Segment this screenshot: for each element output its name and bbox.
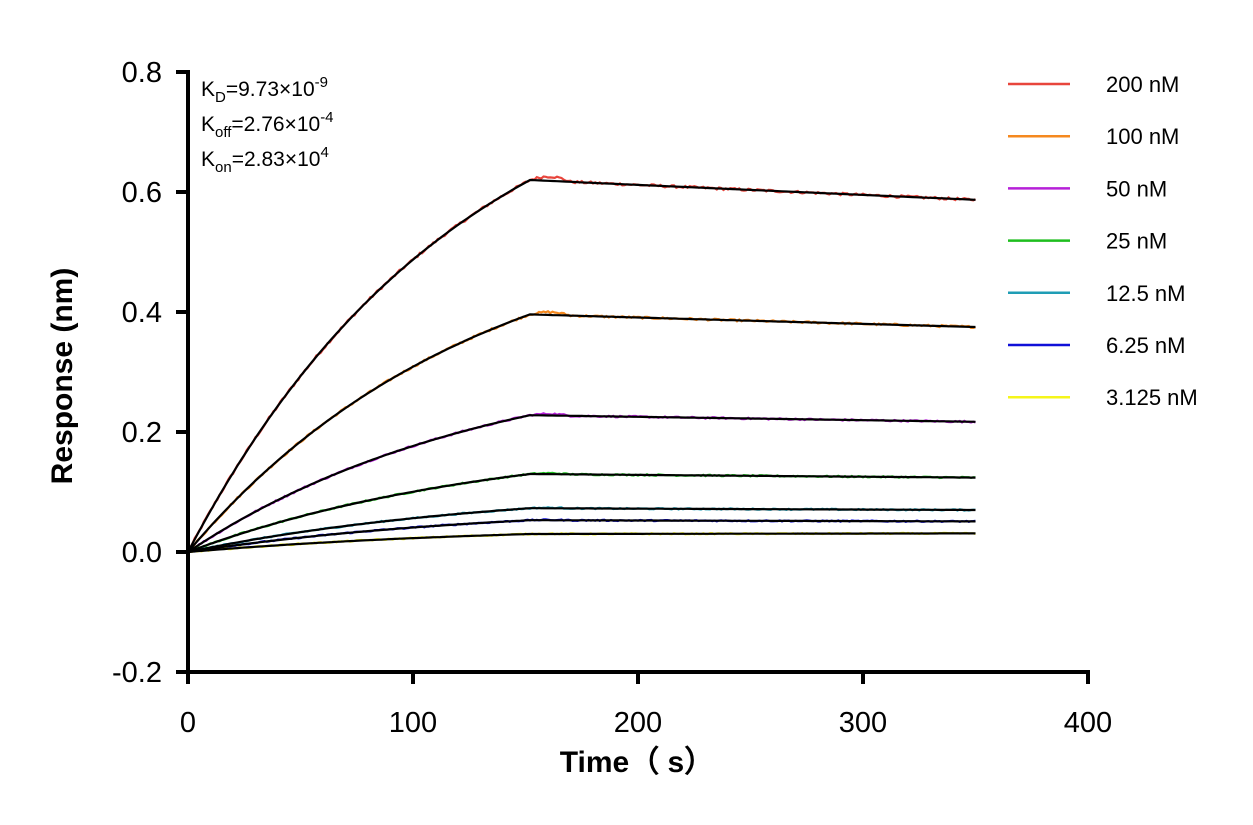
y-tick-label: 0.8 <box>122 57 162 89</box>
y-tick-label: 0.4 <box>122 297 162 329</box>
series-line-200-nm <box>187 175 977 553</box>
series-line-6-25-nm <box>187 518 976 554</box>
x-axis-title: Time（ s） <box>560 745 715 779</box>
y-tick-label: 0.0 <box>122 537 162 569</box>
legend: 200 nM 100 nM 50 nM 25 nM 12.5 nM 6.25 nM 3.12… <box>1008 72 1198 410</box>
legend-label: 6.25 nM <box>1106 333 1186 358</box>
fit-line-6-25-nm <box>187 519 976 554</box>
y-axis-title: Response (nm) <box>46 268 79 485</box>
fit-line-200-nm <box>187 178 976 553</box>
fit-line-100-nm <box>187 313 976 553</box>
x-tick-label: 400 <box>1064 707 1112 739</box>
annotation-kon: Kon=2.83×104 <box>201 144 329 176</box>
x-tick-label: 300 <box>839 707 887 739</box>
plot-area <box>187 175 977 554</box>
annotation-kd: KD=9.73×10-9 <box>201 74 328 106</box>
fit-line-12-5-nm <box>187 507 976 554</box>
x-tick-label: 100 <box>389 707 437 739</box>
x-tick-label: 0 <box>180 707 196 739</box>
fit-line-25-nm <box>187 472 976 554</box>
legend-label: 3.125 nM <box>1106 385 1198 410</box>
y-tick-label: 0.2 <box>122 417 162 449</box>
axes: -0.2 0.0 0.2 0.4 0.6 0.8 0 100 200 300 400 <box>112 57 1112 739</box>
legend-label: 12.5 nM <box>1106 281 1186 306</box>
y-tick-label: 0.6 <box>122 177 162 209</box>
legend-label: 50 nM <box>1106 176 1167 201</box>
annotation-koff: Koff=2.76×10-4 <box>201 109 334 141</box>
fit-line-50-nm <box>187 414 976 553</box>
series-line-25-nm <box>187 471 976 554</box>
x-tick-label: 200 <box>614 707 662 739</box>
fit-line-3-125-nm <box>187 532 976 554</box>
legend-label: 100 nM <box>1106 124 1179 149</box>
y-tick-label: -0.2 <box>112 657 162 689</box>
legend-label: 200 nM <box>1106 72 1179 97</box>
legend-label: 25 nM <box>1106 229 1167 254</box>
